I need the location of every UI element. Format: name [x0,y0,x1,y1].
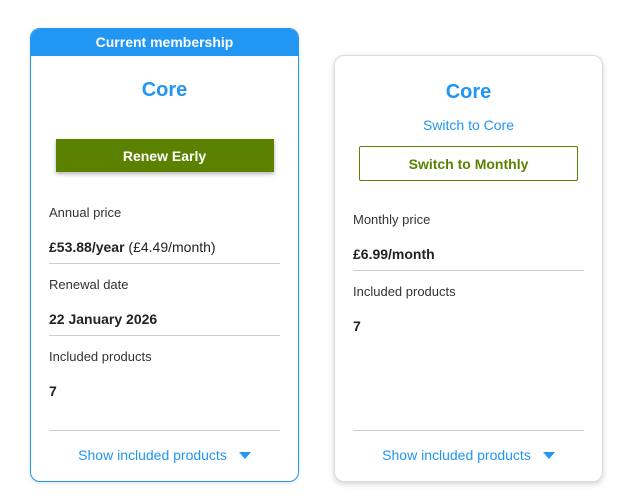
included-products-value: 7 [49,382,280,400]
renewal-date-text: 22 January 2026 [49,311,158,327]
annual-price-row: Annual price £53.88/year (£4.49/month) [49,192,280,264]
caret-down-icon [238,451,251,459]
annual-price-value: £53.88/year (£4.49/month) [49,238,280,256]
show-included-products-toggle[interactable]: Show included products [49,430,280,481]
annual-price-amount: £53.88/year [49,239,125,255]
show-included-products-label: Show included products [382,447,531,463]
caret-down-icon [542,451,555,459]
monthly-price-row: Monthly price £6.99/month [353,199,584,271]
renewal-date-value: 22 January 2026 [49,310,280,328]
renew-early-button[interactable]: Renew Early [55,139,274,172]
annual-price-label: Annual price [49,205,122,220]
show-included-products-label: Show included products [78,447,227,463]
plan-name: Core [141,79,188,101]
switch-to-monthly-button[interactable]: Switch to Monthly [359,146,578,181]
current-membership-banner: Current membership [31,29,298,56]
switch-to-core-link[interactable]: Switch to Core [422,117,515,133]
included-products-row: Included products 7 [353,271,584,343]
show-included-products-toggle[interactable]: Show included products [353,430,584,481]
plan-name: Core [445,81,492,103]
renewal-date-label: Renewal date [49,277,129,292]
current-membership-card: Current membership Core Renew Early Annu… [30,28,299,482]
membership-details: Annual price £53.88/year (£4.49/month) R… [49,192,280,408]
included-products-label: Included products [353,284,456,299]
renewal-date-row: Renewal date 22 January 2026 [49,264,280,336]
monthly-equivalent: (£4.49/month) [128,239,216,255]
included-products-row: Included products 7 [49,336,280,408]
monthly-price-label: Monthly price [353,212,431,227]
included-products-label: Included products [49,349,152,364]
included-products-value: 7 [353,317,584,335]
included-products-count: 7 [353,318,361,334]
monthly-plan-card: Core Switch to Core Switch to Monthly Mo… [334,55,603,482]
monthly-price-amount: £6.99/month [353,246,435,262]
monthly-price-value: £6.99/month [353,245,584,263]
plan-details: Monthly price £6.99/month Included produ… [353,199,584,343]
included-products-count: 7 [49,383,57,399]
